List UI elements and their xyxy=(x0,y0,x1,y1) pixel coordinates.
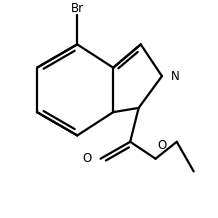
Text: O: O xyxy=(83,152,92,165)
Text: Br: Br xyxy=(71,2,84,15)
Text: O: O xyxy=(158,139,167,152)
Text: N: N xyxy=(170,70,179,83)
